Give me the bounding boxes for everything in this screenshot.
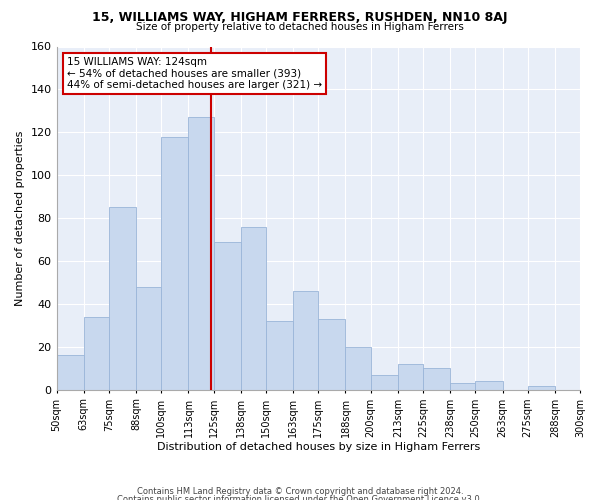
Bar xyxy=(56,356,84,390)
Text: Contains HM Land Registry data © Crown copyright and database right 2024.: Contains HM Land Registry data © Crown c… xyxy=(137,488,463,496)
Bar xyxy=(527,386,555,390)
Text: Size of property relative to detached houses in Higham Ferrers: Size of property relative to detached ho… xyxy=(136,22,464,32)
Bar xyxy=(346,347,371,390)
Bar xyxy=(423,368,450,390)
Bar xyxy=(241,226,266,390)
Bar xyxy=(161,136,188,390)
X-axis label: Distribution of detached houses by size in Higham Ferrers: Distribution of detached houses by size … xyxy=(157,442,480,452)
Bar xyxy=(188,118,214,390)
Bar xyxy=(450,384,475,390)
Text: Contains public sector information licensed under the Open Government Licence v3: Contains public sector information licen… xyxy=(118,495,482,500)
Bar xyxy=(318,319,346,390)
Bar xyxy=(109,208,136,390)
Bar xyxy=(266,321,293,390)
Bar xyxy=(371,375,398,390)
Text: 15, WILLIAMS WAY, HIGHAM FERRERS, RUSHDEN, NN10 8AJ: 15, WILLIAMS WAY, HIGHAM FERRERS, RUSHDE… xyxy=(92,11,508,24)
Text: 15 WILLIAMS WAY: 124sqm
← 54% of detached houses are smaller (393)
44% of semi-d: 15 WILLIAMS WAY: 124sqm ← 54% of detache… xyxy=(67,57,322,90)
Bar xyxy=(84,317,109,390)
Bar xyxy=(293,291,318,390)
Bar xyxy=(214,242,241,390)
Bar xyxy=(398,364,423,390)
Y-axis label: Number of detached properties: Number of detached properties xyxy=(15,130,25,306)
Bar xyxy=(136,287,161,390)
Bar xyxy=(475,381,503,390)
